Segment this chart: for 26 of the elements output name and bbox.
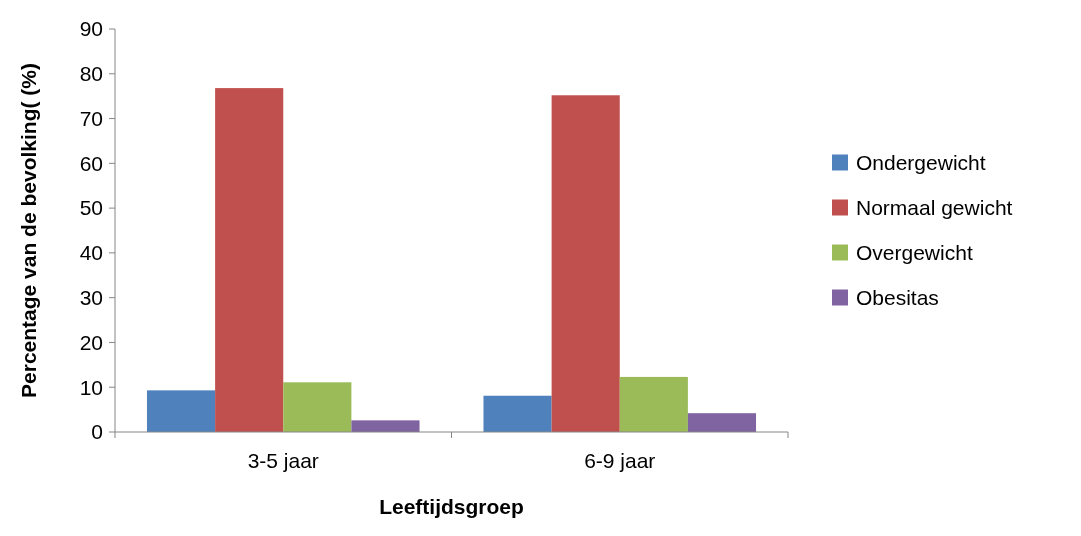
legend-label: Overgewicht bbox=[856, 240, 973, 264]
y-tick-label: 40 bbox=[79, 241, 103, 265]
bar bbox=[619, 376, 688, 432]
y-tick-label: 10 bbox=[79, 375, 103, 399]
bar bbox=[351, 420, 420, 432]
x-tick-label: 3-5 jaar bbox=[247, 449, 319, 472]
legend-label: Normaal gewicht bbox=[856, 195, 1013, 219]
legend-label: Ondergewicht bbox=[856, 150, 986, 174]
x-tick-label: 6-9 jaar bbox=[584, 449, 656, 472]
y-tick-label: 60 bbox=[79, 151, 103, 175]
bar bbox=[283, 382, 352, 432]
y-tick-label: 20 bbox=[79, 330, 103, 354]
y-tick-label: 70 bbox=[79, 106, 103, 130]
bar bbox=[551, 95, 620, 432]
y-axis-title: Percentage van de bevolking( (%) bbox=[17, 63, 40, 398]
bar bbox=[215, 88, 284, 432]
y-tick-label: 80 bbox=[79, 62, 103, 86]
y-tick-label: 90 bbox=[79, 17, 103, 41]
legend-label: Obesitas bbox=[856, 285, 939, 309]
y-tick-label: 0 bbox=[91, 420, 103, 444]
y-tick-label: 50 bbox=[79, 196, 103, 220]
bar bbox=[687, 413, 757, 432]
x-axis-title: Leeftijdsgroep bbox=[379, 495, 524, 518]
y-tick-label: 30 bbox=[79, 286, 103, 310]
bar bbox=[483, 395, 552, 432]
bar bbox=[146, 390, 216, 432]
